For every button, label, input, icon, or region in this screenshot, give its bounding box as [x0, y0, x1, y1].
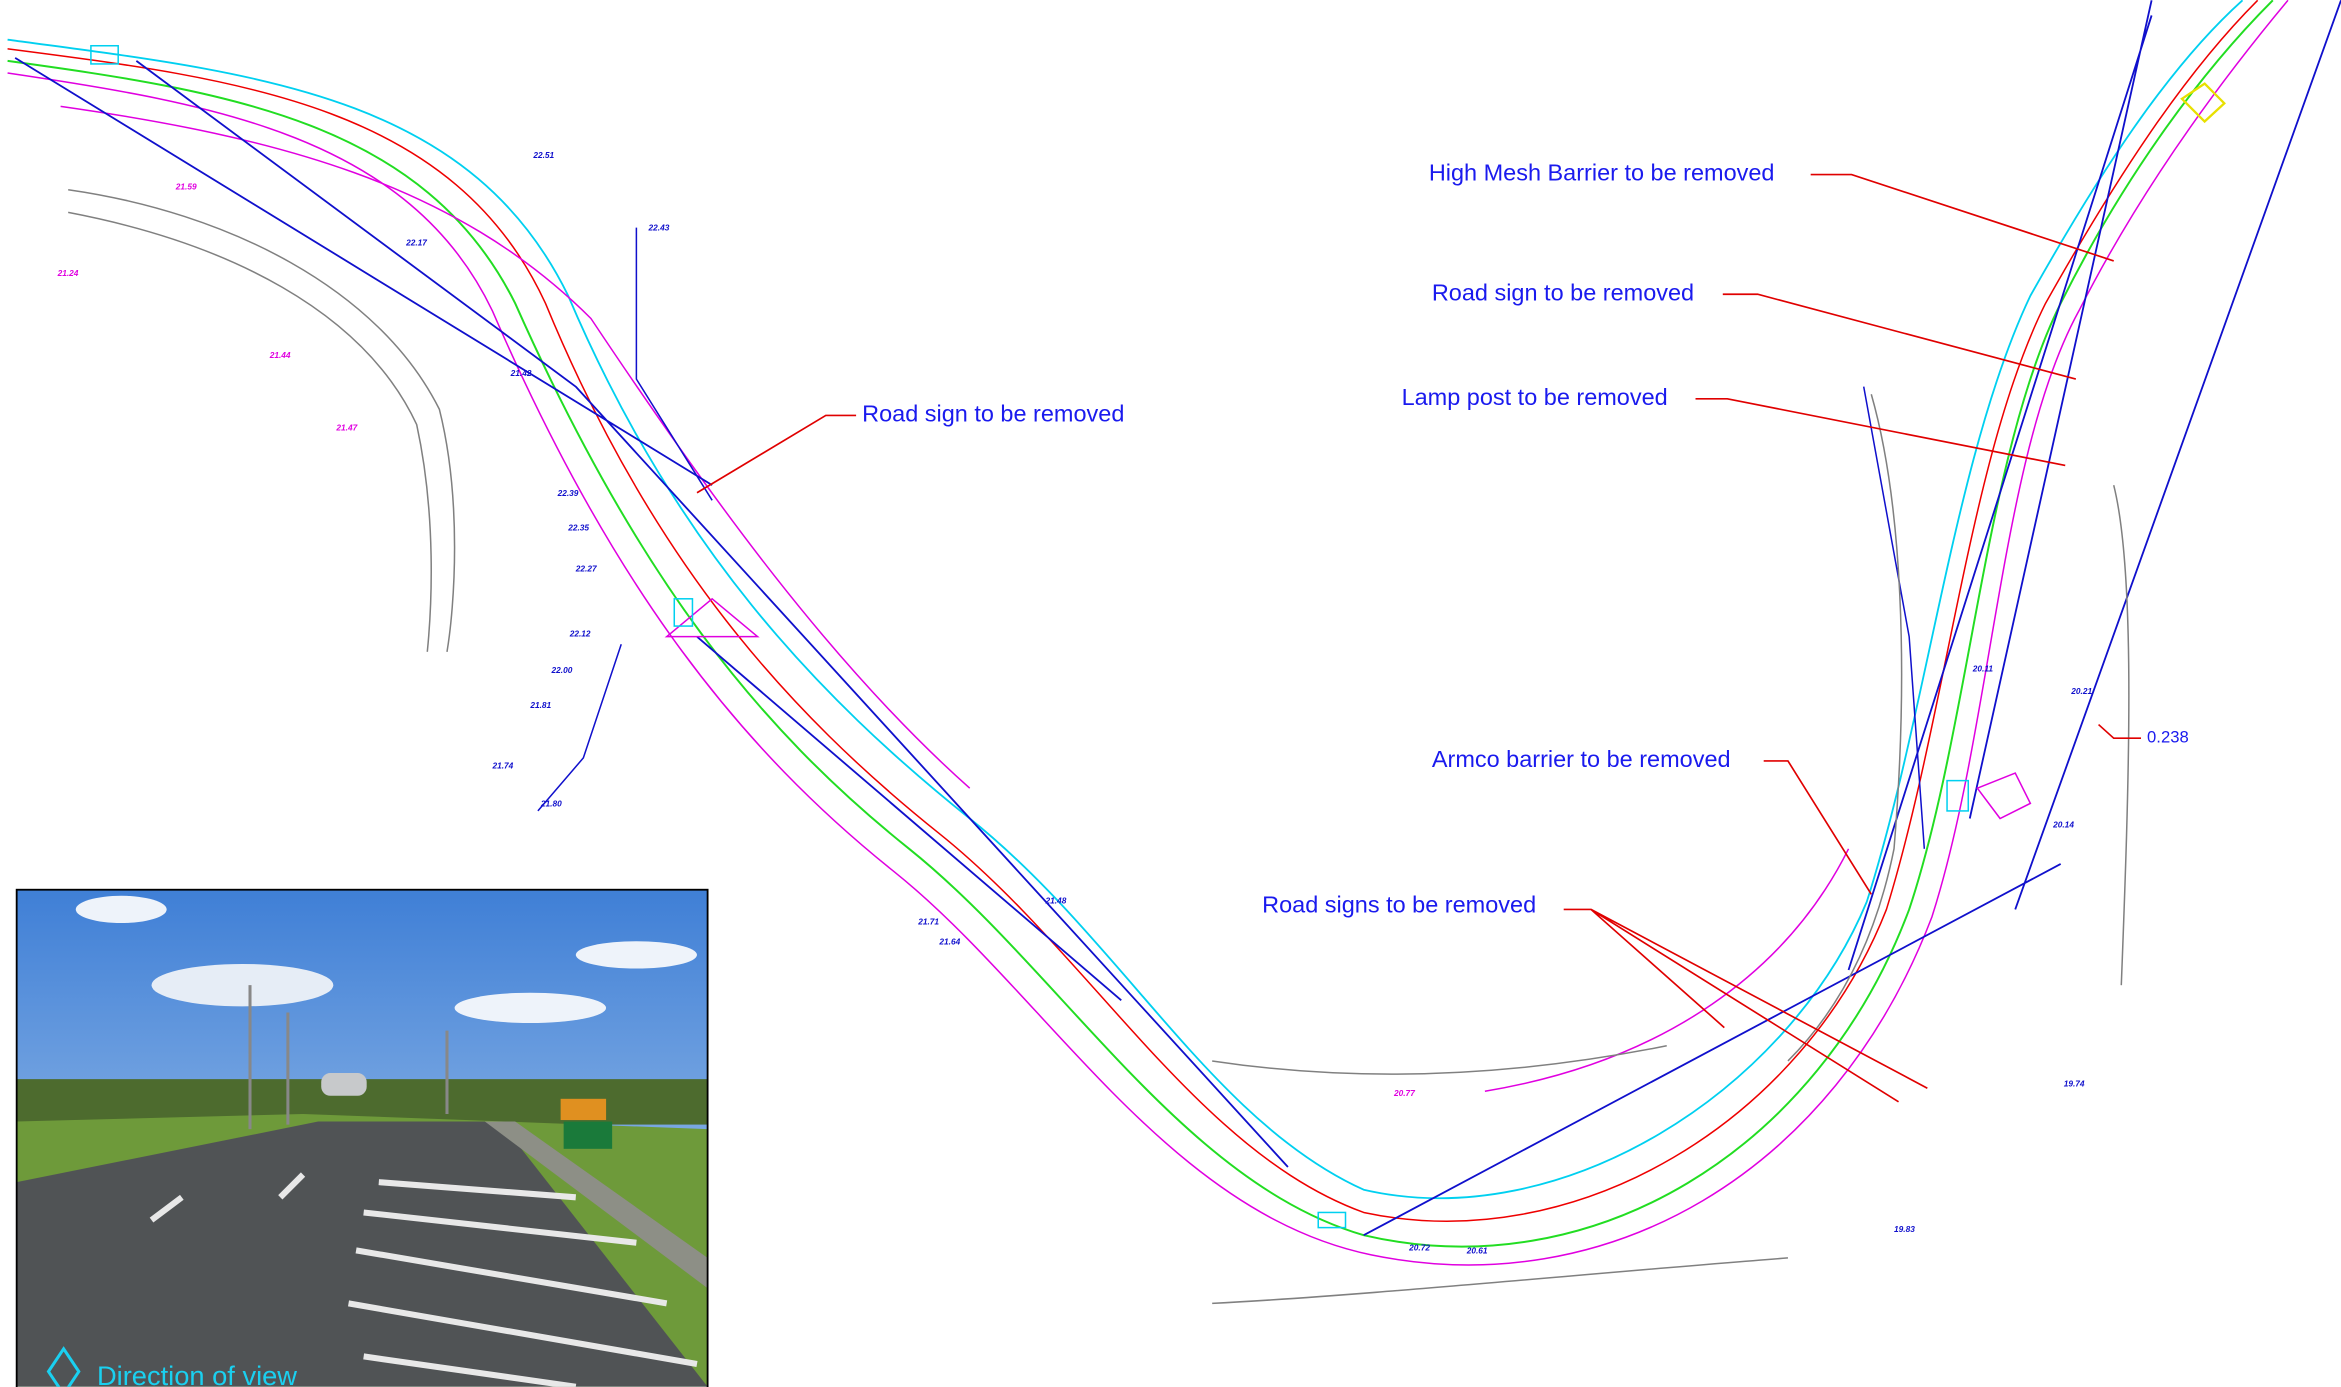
annotation: Armco barrier to be removed: [1432, 746, 1731, 772]
spot-level: 21.47: [335, 423, 357, 433]
annotation: Road sign to be removed: [1432, 279, 1694, 305]
spot-level: 22.51: [532, 150, 554, 160]
leader-line: [2099, 725, 2141, 739]
spot-level: 21.64: [938, 936, 960, 946]
spot-level: 19.74: [2064, 1079, 2085, 1089]
spot-level: 22.17: [405, 238, 427, 248]
spot-level: 20.61: [1466, 1245, 1488, 1255]
spot-level: 21.44: [269, 350, 291, 360]
spot-level: 20.72: [1408, 1242, 1430, 1252]
annotation: Road sign to be removed: [862, 401, 1124, 427]
spot-level: 21.42: [510, 368, 532, 378]
spot-level: 21.74: [491, 761, 513, 771]
spot-level: 21.24: [57, 268, 79, 278]
spot-level: 21.48: [1044, 895, 1066, 905]
annotation: Road signs to be removed: [1262, 892, 1536, 918]
photo-inset: Direction of view: [17, 890, 708, 1387]
spot-level: 20.77: [1393, 1088, 1415, 1098]
spot-level: 19.83: [1894, 1224, 1915, 1234]
spot-level: 20.14: [2052, 820, 2074, 830]
spot-level: 21.59: [175, 182, 197, 192]
spot-level: 21.81: [529, 700, 551, 710]
inset-caption: Direction of view: [97, 1360, 297, 1387]
spot-level: 22.27: [575, 564, 597, 574]
spot-level: 22.12: [569, 629, 591, 639]
leader-line: [1564, 909, 1928, 1101]
spot-level: 21.71: [917, 917, 939, 927]
annotation: High Mesh Barrier to be removed: [1429, 160, 1775, 186]
spot-level: 22.39: [557, 488, 579, 498]
spot-level: 22.00: [551, 665, 573, 675]
spot-level: 20.21: [2070, 686, 2092, 696]
annotations: High Mesh Barrier to be removed Road sig…: [697, 160, 2189, 1102]
annotation: Lamp post to be removed: [1402, 384, 1668, 410]
dimension: 0.238: [2147, 728, 2189, 747]
spot-level: 20.11: [1972, 664, 1994, 674]
spot-level: 22.35: [567, 523, 589, 533]
leader-line: [1764, 761, 1872, 894]
spot-level: 22.43: [648, 223, 670, 233]
drawing: 22.43 22.51 22.17 21.42 22.39 22.35 22.27 22.12…: [0, 0, 2341, 1387]
leader-line: [1811, 175, 2114, 261]
spot-level: 21.80: [540, 798, 562, 808]
leader-line: [697, 415, 856, 492]
leader-line: [1723, 294, 2076, 379]
